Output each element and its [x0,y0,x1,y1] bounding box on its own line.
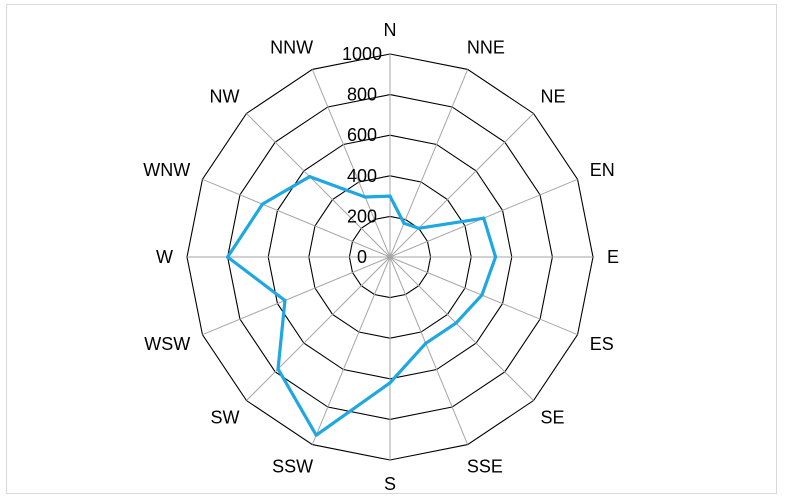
category-label-sse: SSE [467,457,503,477]
data-point-w [226,255,230,259]
category-label-s: S [384,474,396,494]
category-label-w: W [156,247,173,267]
radial-tick-label-1000: 1000 [342,44,382,64]
data-point-nw [308,175,312,179]
category-label-en: EN [590,160,615,180]
spoke-es [389,256,578,336]
data-point-nne [402,221,406,225]
radial-tick-label-400: 400 [347,166,377,186]
category-label-nw: NW [209,86,239,106]
spoke-nnw [311,69,391,258]
data-point-wnw [260,202,265,206]
data-point-ne [417,226,421,230]
label-layer: N NNE NE EN E ES SE SSE S SSW SW WSW W WNW NW NNW [143,20,619,494]
spoke-wsw [202,256,391,336]
category-label-wnw: WNW [143,160,190,180]
spoke-wnw [202,178,391,258]
spoke-ne [389,113,534,258]
data-point-wsw [283,298,287,303]
category-label-nne: NNE [467,37,505,57]
radial-tick-label-600: 600 [347,125,377,145]
radial-tick-label-800: 800 [347,85,377,105]
data-point-ssw [314,433,318,437]
data-point-sse [424,341,428,345]
category-label-ne: NE [541,86,566,106]
data-point-nnw [363,195,367,199]
spoke-nne [389,69,469,258]
category-label-es: ES [590,334,614,354]
category-label-n: N [384,20,397,40]
category-label-wsw: WSW [144,334,190,354]
chart-frame [6,4,777,494]
radial-tick-label-0: 0 [357,247,367,267]
category-label-ssw: SSW [272,457,313,477]
data-point-en [482,216,486,220]
data-point-es [480,293,484,297]
data-point-sw [276,367,280,371]
category-label-nnw: NNW [270,37,313,57]
data-point-se [454,321,458,325]
spoke-ssw [311,256,391,445]
spoke-nw [246,113,391,258]
spoke-se [389,256,534,401]
spoke-sse [389,256,469,445]
tick-layer: 0 200 400 600 800 1000 [342,44,382,267]
spoke-layer [187,54,593,460]
category-label-se: SE [541,408,565,428]
spoke-sw [246,256,391,401]
data-point-n [388,194,392,198]
data-point-s [388,381,392,385]
radial-tick-label-200: 200 [347,206,377,226]
series-layer [226,175,498,437]
category-label-e: E [607,247,619,267]
category-label-sw: SW [210,408,239,428]
data-point-e [493,255,498,259]
